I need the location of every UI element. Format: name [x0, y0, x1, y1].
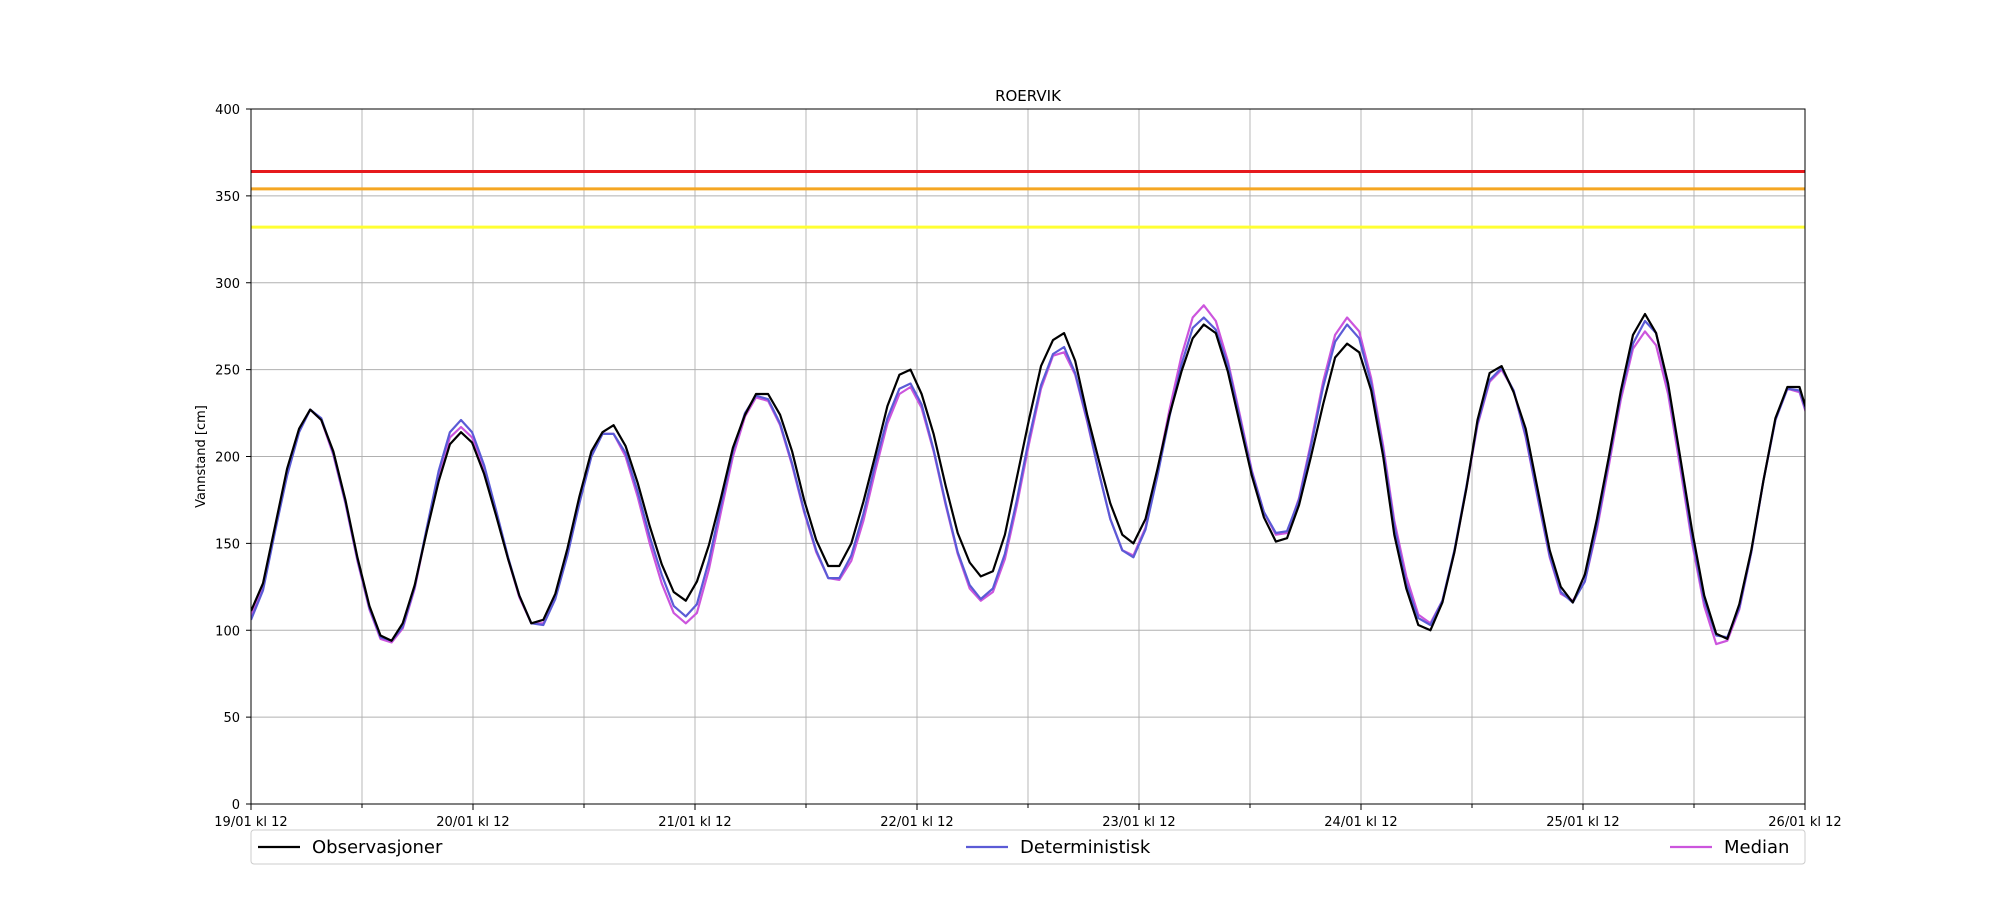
x-tick-label: 19/01 kl 12	[214, 815, 287, 830]
chart-title: ROERVIK	[995, 87, 1062, 105]
y-tick-label: 50	[223, 711, 240, 726]
x-tick-label: 20/01 kl 12	[436, 815, 509, 830]
y-axis-label: Vannstand [cm]	[194, 405, 209, 508]
legend: Observasjoner Deterministisk Median	[250, 829, 1806, 865]
y-tick-label: 100	[215, 624, 240, 639]
x-tick-label: 24/01 kl 12	[1324, 815, 1397, 830]
x-tick-label: 25/01 kl 12	[1546, 815, 1619, 830]
grid-layer	[250, 108, 1806, 805]
tick-layer: 0 50 100 150 200 250 300 350 400 19/01 kl 12 20/01…	[214, 103, 1841, 830]
x-tick-label: 21/01 kl 12	[658, 815, 731, 830]
series-line-deterministisk	[251, 316, 1805, 642]
legend-frame	[250, 829, 1806, 865]
x-tick-label: 26/01 kl 12	[1768, 815, 1841, 830]
y-tick-label: 250	[215, 364, 240, 379]
threshold-layer	[251, 170, 1805, 229]
legend-label: Deterministisk	[1020, 837, 1151, 858]
legend-label: Observasjoner	[312, 837, 443, 858]
y-tick-label: 400	[215, 103, 240, 118]
legend-label: Median	[1724, 837, 1789, 858]
series-line-observasjoner	[251, 312, 1805, 642]
y-tick-label: 300	[215, 277, 240, 292]
series-layer	[251, 304, 1805, 646]
y-tick-label: 150	[215, 537, 240, 552]
y-tick-label: 0	[232, 798, 240, 813]
x-tick-label: 23/01 kl 12	[1102, 815, 1175, 830]
y-tick-label: 350	[215, 190, 240, 205]
x-tick-label: 22/01 kl 12	[880, 815, 953, 830]
y-tick-label: 200	[215, 451, 240, 466]
